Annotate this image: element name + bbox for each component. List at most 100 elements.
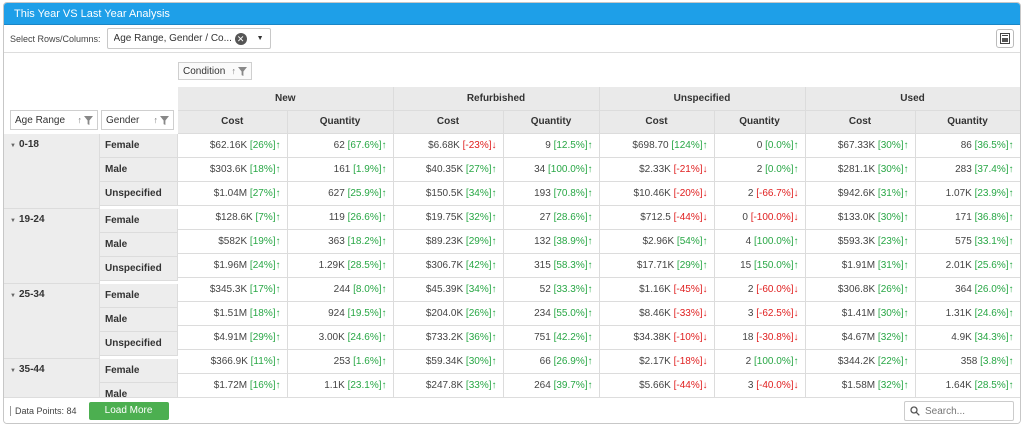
measure-header-cost[interactable]: Cost: [599, 110, 715, 134]
percent-change: [32%]: [877, 331, 904, 343]
table-row: $303.6K [18%]↑ 161 [1.9%]↑ $40.35K [27%]↑ 3…: [178, 157, 1020, 182]
measure-header-quantity[interactable]: Quantity: [915, 110, 1020, 134]
sort-icon[interactable]: ↑: [77, 115, 83, 125]
condition-field-chip[interactable]: Condition ↑: [178, 62, 252, 80]
measure-header-quantity[interactable]: Quantity: [714, 110, 806, 134]
collapse-icon[interactable]: ▼: [10, 293, 16, 299]
age-range-cell[interactable]: ▼ 0-18: [4, 134, 100, 209]
arrow-up-icon: ↑: [903, 211, 909, 223]
measure-header-cost[interactable]: Cost: [393, 110, 504, 134]
gender-cell: Female: [100, 359, 178, 383]
load-more-button[interactable]: Load More: [88, 401, 169, 420]
value-cell: $2.33K [-21%]↓: [599, 157, 715, 182]
measure-header-cost[interactable]: Cost: [805, 110, 916, 134]
arrow-up-icon: ↑: [491, 163, 497, 175]
value-text: $45.39K: [425, 283, 464, 295]
percent-change: [28.6%]: [553, 211, 588, 223]
percent-change: [26%]: [465, 307, 492, 319]
window-title: This Year VS Last Year Analysis: [4, 3, 1020, 25]
value-cell: $19.75K [32%]↑: [393, 205, 504, 230]
value-cell: 1.64K [28.5%]↑: [915, 373, 1020, 398]
value-text: $366.9K: [210, 355, 248, 367]
percent-change: [32%]: [465, 211, 492, 223]
value-cell: $1.58M [32%]↑: [805, 373, 916, 398]
arrow-down-icon: ↓: [793, 331, 799, 343]
search-input[interactable]: [925, 405, 1005, 417]
arrow-up-icon: ↑: [381, 139, 387, 151]
percent-change: [150.0%]: [754, 259, 794, 271]
arrow-down-icon: ↓: [702, 211, 708, 223]
collapse-icon[interactable]: ▼: [10, 218, 16, 224]
arrow-up-icon: ↑: [1008, 187, 1014, 199]
measure-header-quantity[interactable]: Quantity: [503, 110, 600, 134]
value-cell: $6.68K [-23%]↓: [393, 133, 504, 158]
excel-export-button[interactable]: [996, 29, 1014, 48]
pivot-grid-area: Condition ↑ Age Range ↑ Gender ↑: [4, 54, 1020, 409]
value-cell: $1.41M [30%]↑: [805, 301, 916, 326]
arrow-up-icon: ↑: [587, 283, 593, 295]
age-group: ▼ 19-24 Female Male Unspecified: [4, 209, 178, 284]
arrow-up-icon: ↑: [275, 163, 281, 175]
value-cell: $281.1K [30%]↑: [805, 157, 916, 182]
collapse-icon[interactable]: ▼: [10, 143, 16, 149]
percent-change: [30%]: [465, 355, 492, 367]
value-cell: $1.91M [31%]↑: [805, 253, 916, 278]
value-text: 1.64K: [945, 379, 972, 391]
value-text: 2.01K: [945, 259, 972, 271]
arrow-up-icon: ↑: [793, 259, 799, 271]
value-cell: 253 [1.6%]↑: [287, 349, 394, 374]
pivot-window: This Year VS Last Year Analysis Select R…: [3, 2, 1021, 424]
value-text: 34: [534, 163, 546, 175]
sort-icon[interactable]: ↑: [153, 115, 159, 125]
percent-change: [29%]: [249, 331, 276, 343]
measure-header-cost[interactable]: Cost: [178, 110, 288, 134]
measure-header-quantity[interactable]: Quantity: [287, 110, 394, 134]
arrow-down-icon: ↓: [793, 283, 799, 295]
chevron-down-icon[interactable]: ▼: [256, 35, 264, 42]
age-range-cell[interactable]: ▼ 19-24: [4, 209, 100, 284]
age-range-cell[interactable]: ▼ 25-34: [4, 284, 100, 359]
value-cell: 364 [26.0%]↑: [915, 277, 1020, 302]
arrow-up-icon: ↑: [587, 139, 593, 151]
arrow-up-icon: ↑: [1008, 211, 1014, 223]
filter-icon[interactable]: [84, 115, 93, 125]
filter-icon[interactable]: [238, 66, 247, 76]
arrow-up-icon: ↑: [1008, 283, 1014, 295]
search-icon: [910, 406, 920, 416]
search-box[interactable]: [904, 401, 1014, 421]
value-cell: 315 [58.3%]↑: [503, 253, 600, 278]
arrow-up-icon: ↑: [275, 139, 281, 151]
collapse-icon[interactable]: ▼: [10, 368, 16, 374]
gender-field-chip[interactable]: Gender ↑: [101, 110, 174, 130]
arrow-up-icon: ↑: [587, 259, 593, 271]
arrow-up-icon: ↑: [702, 235, 708, 247]
percent-change: [24%]: [249, 259, 276, 271]
percent-change: [-20%]: [673, 187, 703, 199]
value-cell: 34 [100.0%]↑: [503, 157, 600, 182]
sort-icon[interactable]: ↑: [231, 66, 237, 76]
value-cell: $2.17K [-18%]↓: [599, 349, 715, 374]
table-row: $128.6K [7%]↑ 119 [26.6%]↑ $19.75K [32%]↑ 2…: [178, 205, 1020, 230]
percent-change: [28.5%]: [974, 379, 1009, 391]
arrow-up-icon: ↑: [275, 235, 281, 247]
value-text: 18: [742, 331, 754, 343]
age-range-field-chip[interactable]: Age Range ↑: [10, 110, 98, 130]
arrow-up-icon: ↑: [275, 211, 281, 223]
rows-columns-select[interactable]: Age Range, Gender / Co... ✕ ▼: [106, 28, 271, 49]
filter-icon[interactable]: [160, 115, 169, 125]
value-text: 4: [745, 235, 752, 247]
value-text: $593.3K: [837, 235, 876, 247]
value-text: $150.5K: [425, 187, 464, 199]
percent-change: [67.6%]: [347, 139, 382, 151]
percent-change: [58.3%]: [553, 259, 588, 271]
arrow-up-icon: ↑: [1008, 235, 1014, 247]
percent-change: [-62.5%]: [756, 307, 794, 319]
value-text: $303.6K: [209, 163, 248, 175]
percent-change: [28.5%]: [347, 259, 382, 271]
value-cell: $128.6K [7%]↑: [178, 205, 288, 230]
value-text: $17.71K: [636, 259, 675, 271]
percent-change: [39.7%]: [553, 379, 588, 391]
arrow-up-icon: ↑: [491, 211, 497, 223]
value-text: 2: [756, 163, 763, 175]
clear-icon[interactable]: ✕: [234, 32, 247, 45]
